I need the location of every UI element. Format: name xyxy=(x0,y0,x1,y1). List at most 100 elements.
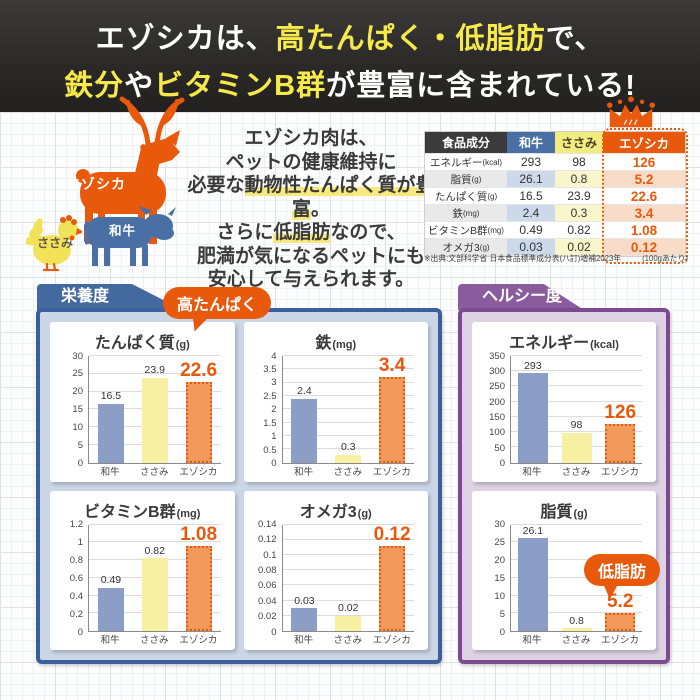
chart-body: 0 5 10 15 20 25 30 26.1 0.8 5.2 xyxy=(480,520,648,637)
row-label: ビタミンB群 (mg) xyxy=(428,224,504,237)
y-axis: 0 0.2 0.4 0.6 0.8 1 1.2 xyxy=(58,520,88,637)
x-label-和牛: 和牛 xyxy=(100,466,120,478)
gridline xyxy=(282,408,414,410)
bar-group-ささみ: 23.9 xyxy=(133,356,177,463)
bar-エゾシカ xyxy=(185,545,212,631)
value-sasami: 98 xyxy=(572,155,586,169)
bar-group-エゾシカ: 3.4 xyxy=(370,356,414,463)
gridline xyxy=(511,576,642,578)
x-label-ささみ: ささみ xyxy=(561,635,591,646)
value-wagyu: 26.1 xyxy=(507,171,555,187)
y-tick-label: 25 xyxy=(72,368,83,380)
text-segment: さらに xyxy=(216,222,274,243)
y-tick-label: 3.5 xyxy=(263,363,277,375)
bar-value-label: 23.9 xyxy=(144,364,165,377)
y-tick-label: 20 xyxy=(72,386,83,398)
chart-unit: (mg) xyxy=(332,339,357,351)
bar-group-和牛: 16.5 xyxy=(89,356,133,463)
bar-value-label: 98 xyxy=(570,419,583,432)
col-header-wagyu: 和牛 xyxy=(507,132,555,153)
source-note: ※出典:文部科学省 日本食品標準成分表(八訂)増補2023年 (100gあたり) xyxy=(424,253,688,264)
y-tick-label: 1.5 xyxy=(263,417,277,429)
bar-group-和牛: 26.1 xyxy=(511,525,555,631)
chart-body: 0 50 100 150 200 250 300 350 293 98 126 xyxy=(480,351,648,468)
gridline xyxy=(89,372,221,374)
table-row: ビタミンB群 (mg) 0.49 0.82 1.08 xyxy=(425,222,685,239)
y-tick-label: 30 xyxy=(494,518,505,530)
x-label-ささみ: ささみ xyxy=(561,466,591,478)
row-label: 脂質 (g) xyxy=(425,171,507,187)
y-axis: 0 5 10 15 20 25 30 xyxy=(480,520,510,637)
gridline xyxy=(89,523,221,525)
intro-line: エゾシカ肉は、 xyxy=(176,127,446,151)
y-tick-label: 5 xyxy=(499,608,505,620)
row-label: エネルギー (kcal) xyxy=(429,156,503,169)
y-tick-label: 0 xyxy=(271,626,277,638)
col-header-sasami: ささみ xyxy=(555,132,603,153)
bar-group-和牛: 2.4 xyxy=(283,356,327,463)
row-unit: (mg) xyxy=(487,225,504,235)
chart-title: 鉄(mg) xyxy=(252,329,421,353)
y-tick-label: 100 xyxy=(489,427,505,439)
y-tick-label: 0 xyxy=(499,457,505,469)
chart-unit: (g) xyxy=(175,339,190,351)
value-ezoshika: 3.4 xyxy=(603,205,685,221)
bar-ささみ xyxy=(335,454,362,463)
row-unit: (g) xyxy=(487,191,498,201)
y-tick-label: 0.2 xyxy=(69,608,83,620)
y-tick-label: 15 xyxy=(72,404,83,415)
plot-area: 16.5 23.9 22.6 xyxy=(88,355,221,464)
y-tick-label: 15 xyxy=(494,572,505,584)
col-header-ezoshika: エゾシカ xyxy=(603,132,685,153)
y-tick-label: 0.04 xyxy=(258,595,277,607)
bar-ささみ xyxy=(561,432,592,463)
bar-エゾシカ xyxy=(379,377,406,463)
chart-title: 脂質(g) xyxy=(480,498,648,522)
y-tick-label: 250 xyxy=(489,380,505,392)
gridline xyxy=(282,381,414,383)
chart-title: オメガ3(g) xyxy=(252,498,421,522)
bar-エゾシカ xyxy=(379,545,406,631)
gridline xyxy=(282,553,414,555)
bar-group-ささみ: 0.8 xyxy=(555,525,599,631)
bar-ささみ xyxy=(141,377,168,463)
text-segment: 鉄分 xyxy=(64,69,125,102)
y-tick-label: 1 xyxy=(77,536,83,548)
bar-エゾシカ xyxy=(605,612,636,631)
row-unit: (g) xyxy=(471,174,482,184)
x-label-エゾシカ: エゾシカ xyxy=(600,635,639,646)
value-wagyu: 0.03 xyxy=(507,239,555,255)
gridline xyxy=(511,612,642,614)
value-wagyu: 16.5 xyxy=(519,189,543,203)
bar-value-label: 2.4 xyxy=(297,385,312,398)
chart-body: 0 5 10 15 20 25 30 16.5 23.9 22.6 xyxy=(58,351,227,468)
x-label-和牛: 和牛 xyxy=(294,635,314,646)
value-wagyu: 0.49 xyxy=(519,223,543,237)
intro-line: さらに低脂肪なので、 xyxy=(176,221,446,245)
gridline xyxy=(511,541,642,543)
bar-和牛 xyxy=(517,373,548,463)
y-tick-label: 0 xyxy=(499,626,505,638)
table-header-row: 食品成分 和牛 ささみ エゾシカ xyxy=(425,132,685,154)
value-sasami: 0.02 xyxy=(555,239,603,255)
gridline xyxy=(282,368,414,370)
col-header-component: 食品成分 xyxy=(425,132,507,153)
gridline xyxy=(282,394,414,396)
intro-line: 必要な動物性たんぱく質が豊富。 xyxy=(176,174,446,221)
y-tick-label: 0.4 xyxy=(69,590,83,602)
bar-group-ささみ: 98 xyxy=(555,356,599,463)
x-label-ささみ: ささみ xyxy=(333,466,363,478)
value-ezoshika: 22.6 xyxy=(630,188,658,204)
bar-group-和牛: 0.03 xyxy=(283,525,327,631)
value-ezoshika: 126 xyxy=(632,154,656,170)
bar-和牛 xyxy=(97,587,124,631)
gridline xyxy=(511,370,642,372)
text-segment: エゾシカ肉は、 xyxy=(244,128,378,149)
bar-group-エゾシカ: 0.12 xyxy=(370,525,414,631)
nutrition-panel: たんぱく質(g) 0 5 10 15 20 25 30 16.5 23.9 22.6 和牛 ささみ エゾシ… xyxy=(36,308,442,664)
y-tick-label: 0.12 xyxy=(258,534,277,546)
tab-healthy-level: ヘルシー度 xyxy=(458,284,584,310)
chart-body: 0 0.02 0.04 0.06 0.08 0.1 0.12 0.14 0.03 0.02 0.12 xyxy=(252,520,421,636)
table-row: たんぱく質 (g) 16.5 23.9 22.6 xyxy=(425,188,685,205)
